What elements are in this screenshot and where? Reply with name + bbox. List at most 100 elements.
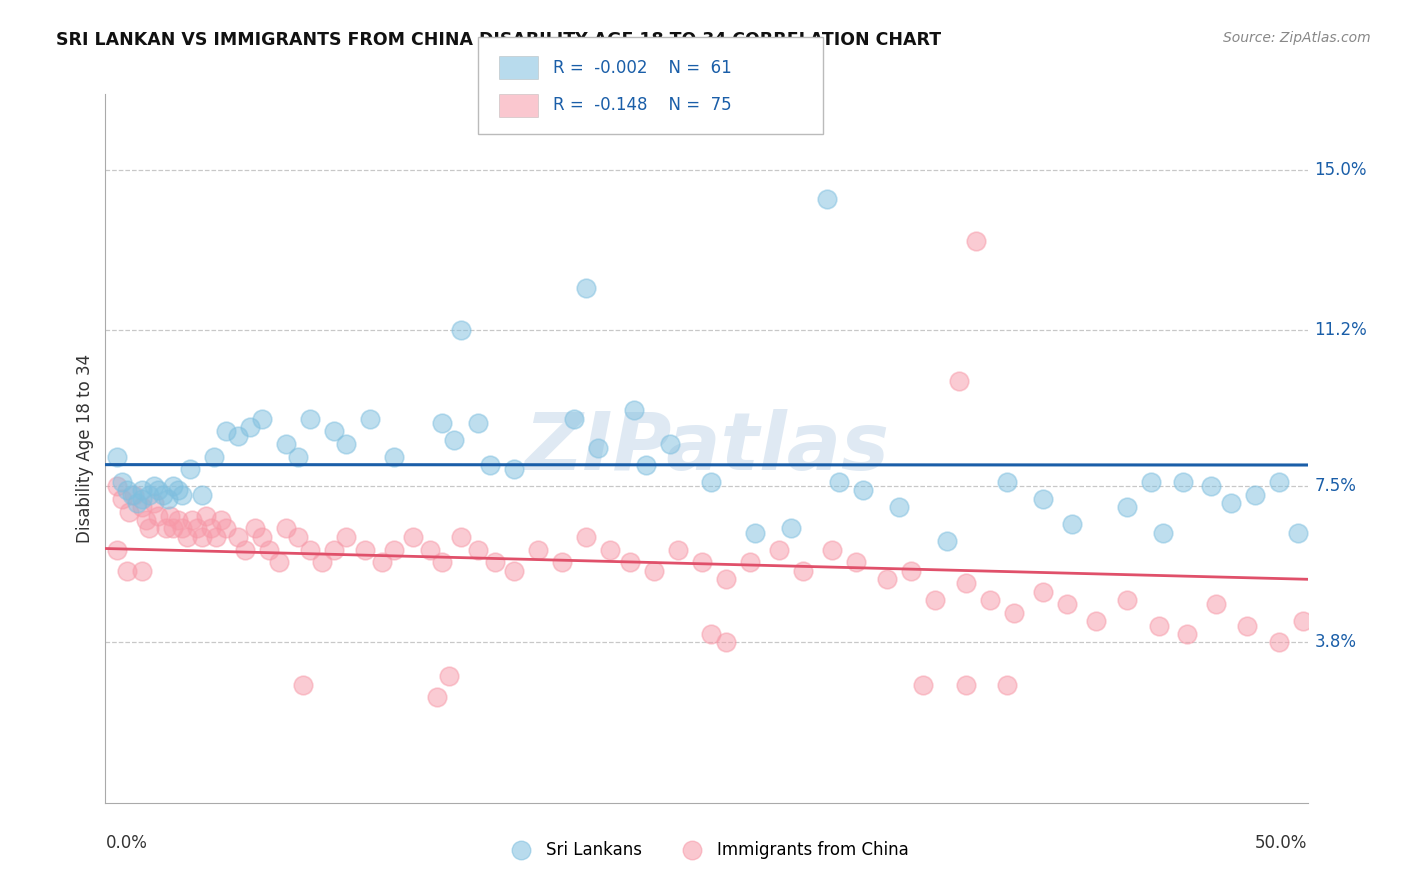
Point — [250, 411, 273, 425]
Point — [233, 542, 256, 557]
Point — [359, 411, 381, 425]
Point — [239, 420, 262, 434]
Point — [118, 504, 141, 518]
Point — [503, 462, 526, 476]
Point — [202, 450, 225, 464]
Point — [936, 534, 959, 549]
Point — [439, 669, 461, 683]
Point — [575, 281, 598, 295]
Point — [115, 564, 138, 578]
Text: 3.8%: 3.8% — [1315, 633, 1357, 651]
Point — [911, 678, 934, 692]
Point — [768, 542, 790, 557]
Text: 11.2%: 11.2% — [1315, 321, 1367, 339]
Point — [148, 483, 170, 498]
Point — [1056, 598, 1078, 612]
Point — [200, 521, 222, 535]
Point — [1116, 593, 1139, 607]
Point — [107, 542, 129, 557]
Point — [209, 513, 232, 527]
Point — [995, 678, 1018, 692]
Point — [142, 479, 165, 493]
Point — [690, 555, 713, 569]
Point — [979, 593, 1001, 607]
Point — [1002, 606, 1025, 620]
Point — [1286, 525, 1309, 540]
Point — [852, 483, 875, 498]
Point — [924, 593, 946, 607]
Text: 0.0%: 0.0% — [105, 834, 148, 852]
Point — [1116, 500, 1139, 515]
Point — [1219, 496, 1241, 510]
Point — [172, 488, 194, 502]
Point — [322, 425, 344, 439]
Point — [619, 555, 641, 569]
Point — [291, 678, 314, 692]
Point — [115, 483, 138, 498]
Point — [226, 428, 249, 442]
Point — [155, 521, 177, 535]
Point — [666, 542, 689, 557]
Point — [887, 500, 910, 515]
Point — [659, 437, 682, 451]
Point — [948, 374, 970, 388]
Text: Source: ZipAtlas.com: Source: ZipAtlas.com — [1223, 31, 1371, 45]
Point — [335, 437, 357, 451]
Point — [845, 555, 868, 569]
Point — [965, 235, 987, 249]
Point — [588, 442, 610, 456]
Point — [214, 521, 236, 535]
Point — [152, 488, 174, 502]
Point — [111, 491, 134, 506]
Point — [131, 483, 153, 498]
Point — [1292, 615, 1315, 629]
Point — [450, 323, 472, 337]
Point — [636, 458, 658, 472]
Point — [148, 508, 170, 523]
Point — [131, 564, 153, 578]
Point — [131, 491, 153, 506]
Point — [430, 416, 453, 430]
Point — [382, 542, 405, 557]
Point — [792, 564, 814, 578]
Point — [138, 521, 160, 535]
Point — [467, 542, 489, 557]
Point — [287, 530, 309, 544]
Point — [138, 488, 160, 502]
Point — [599, 542, 621, 557]
Point — [450, 530, 472, 544]
Point — [243, 521, 266, 535]
Point — [779, 521, 801, 535]
Point — [1140, 475, 1163, 489]
Point — [190, 530, 212, 544]
Point — [1032, 491, 1054, 506]
Text: SRI LANKAN VS IMMIGRANTS FROM CHINA DISABILITY AGE 18 TO 34 CORRELATION CHART: SRI LANKAN VS IMMIGRANTS FROM CHINA DISA… — [56, 31, 942, 49]
Point — [738, 555, 761, 569]
Point — [955, 576, 977, 591]
Point — [142, 496, 165, 510]
Point — [190, 488, 212, 502]
Point — [131, 500, 153, 515]
Text: R =  -0.148    N =  75: R = -0.148 N = 75 — [553, 96, 731, 114]
Point — [382, 450, 405, 464]
Point — [1060, 517, 1083, 532]
Point — [744, 525, 766, 540]
Point — [181, 513, 204, 527]
Point — [1267, 475, 1289, 489]
Point — [1243, 488, 1265, 502]
Point — [354, 542, 377, 557]
Point — [995, 475, 1018, 489]
Point — [1085, 615, 1108, 629]
Point — [1175, 627, 1198, 641]
Point — [1267, 635, 1289, 649]
Text: 7.5%: 7.5% — [1315, 477, 1357, 495]
Point — [335, 530, 357, 544]
Point — [267, 555, 290, 569]
Legend: Sri Lankans, Immigrants from China: Sri Lankans, Immigrants from China — [498, 834, 915, 865]
Text: ZIPatlas: ZIPatlas — [524, 409, 889, 487]
Point — [714, 572, 737, 586]
Point — [955, 678, 977, 692]
Point — [226, 530, 249, 544]
Point — [503, 564, 526, 578]
Point — [311, 555, 333, 569]
